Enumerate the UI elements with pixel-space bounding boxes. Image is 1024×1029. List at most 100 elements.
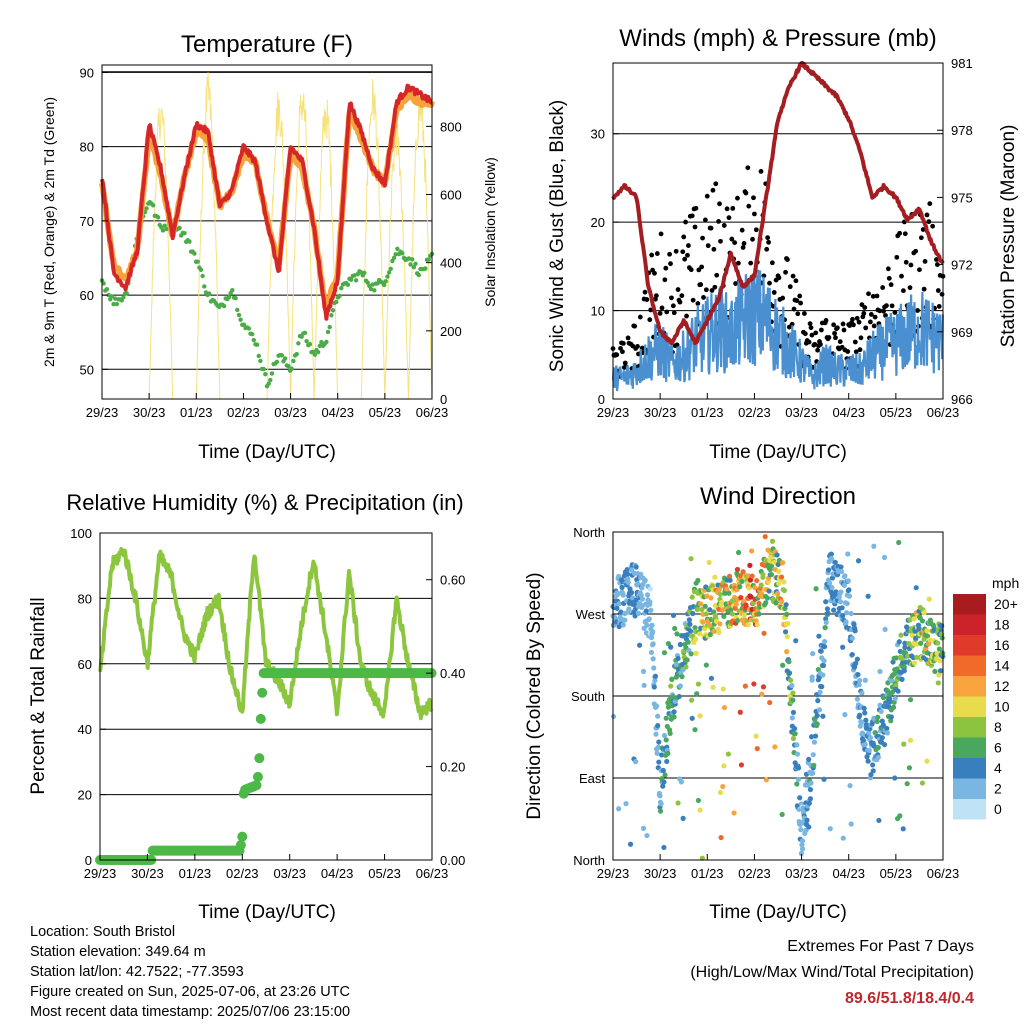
direction-point bbox=[680, 815, 686, 821]
dewpoint-point bbox=[411, 265, 417, 270]
direction-point bbox=[776, 580, 782, 587]
colorbar-label: 8 bbox=[994, 719, 1002, 735]
gust-point bbox=[791, 306, 797, 312]
direction-point bbox=[821, 644, 828, 650]
direction-point bbox=[633, 564, 639, 570]
direction-point bbox=[861, 705, 867, 711]
gust-point bbox=[901, 288, 906, 294]
direction-point bbox=[640, 825, 647, 831]
direction-point bbox=[646, 616, 652, 622]
direction-point bbox=[879, 735, 885, 741]
dewpoint-point bbox=[268, 377, 273, 383]
gust-point bbox=[868, 312, 874, 317]
temperature-plot-frame bbox=[101, 64, 433, 400]
direction-point bbox=[751, 681, 757, 687]
gust-point bbox=[716, 219, 721, 224]
dewpoint-point bbox=[144, 206, 149, 211]
direction-point bbox=[784, 611, 790, 617]
direction-point bbox=[849, 651, 855, 658]
extremes-title: Extremes For Past 7 Days bbox=[787, 938, 974, 955]
direction-point bbox=[859, 690, 865, 696]
y-tick-label: 966 bbox=[951, 392, 973, 407]
dewpoint-point bbox=[296, 341, 301, 346]
direction-point bbox=[687, 628, 694, 634]
dewpoint-point bbox=[256, 353, 261, 359]
direction-point bbox=[734, 617, 741, 624]
gust-point bbox=[648, 307, 654, 313]
direction-point bbox=[868, 771, 874, 778]
direction-point bbox=[633, 759, 639, 765]
direction-point bbox=[700, 619, 706, 625]
gust-point bbox=[637, 314, 643, 320]
gust-point bbox=[632, 323, 638, 329]
humidity-right-ticks: 0.00 0.20 0.40 0.60 bbox=[426, 573, 465, 868]
direction-point bbox=[875, 754, 881, 760]
y-tick-label: 40 bbox=[78, 722, 92, 737]
direction-point bbox=[745, 622, 751, 628]
gust-point bbox=[907, 285, 913, 291]
gust-point bbox=[766, 239, 771, 245]
gust-point bbox=[685, 252, 690, 258]
direction-point bbox=[814, 712, 820, 719]
direction-point bbox=[726, 590, 732, 596]
direction-panel: Wind Direction 29/23 30/23 01/23 02/23 03/23… bbox=[524, 483, 1019, 923]
gust-point bbox=[647, 317, 653, 323]
gust-point bbox=[733, 281, 738, 286]
colorbar-swatch bbox=[953, 676, 986, 697]
gust-point bbox=[818, 327, 824, 333]
direction-point bbox=[926, 596, 932, 602]
direction-point bbox=[924, 758, 930, 764]
direction-point bbox=[717, 621, 723, 627]
direction-point bbox=[737, 584, 743, 590]
direction-point bbox=[795, 776, 802, 782]
direction-point bbox=[657, 808, 664, 814]
direction-point bbox=[620, 592, 626, 598]
direction-point bbox=[862, 677, 868, 683]
direction-point bbox=[789, 682, 795, 689]
direction-point bbox=[629, 589, 635, 596]
direction-point bbox=[660, 767, 666, 774]
gust-point bbox=[863, 325, 869, 331]
winds-right-label: Station Pressure (Maroon) bbox=[998, 125, 1019, 348]
station-info: Location: South Bristol Station elevatio… bbox=[30, 922, 350, 1022]
gust-point bbox=[861, 311, 867, 316]
dewpoint-point bbox=[370, 282, 375, 287]
direction-point bbox=[828, 551, 834, 557]
direction-point bbox=[793, 638, 799, 644]
direction-point bbox=[769, 538, 776, 544]
gust-point bbox=[797, 293, 803, 299]
gust-point bbox=[712, 284, 718, 290]
direction-point bbox=[851, 621, 857, 627]
gust-point bbox=[776, 275, 782, 281]
direction-point bbox=[610, 713, 617, 720]
direction-point bbox=[838, 568, 845, 575]
x-tick-label: 30/23 bbox=[644, 405, 677, 420]
direction-point bbox=[786, 659, 792, 665]
x-tick-label: 06/23 bbox=[416, 405, 449, 420]
direction-point bbox=[695, 681, 702, 687]
direction-point bbox=[856, 682, 862, 688]
direction-point bbox=[921, 636, 927, 642]
direction-point bbox=[884, 725, 890, 732]
colorbar-label: 2 bbox=[994, 781, 1002, 797]
gust-point bbox=[717, 201, 722, 207]
y-tick-label: 200 bbox=[440, 324, 462, 339]
gust-point bbox=[703, 217, 708, 223]
direction-point bbox=[767, 699, 773, 706]
x-tick-label: 01/23 bbox=[180, 405, 213, 420]
pressure-line bbox=[611, 61, 945, 346]
y-tick-label: 80 bbox=[78, 591, 92, 606]
direction-point bbox=[806, 800, 812, 806]
gust-point bbox=[680, 249, 686, 255]
gust-point bbox=[662, 277, 668, 283]
humidity-plot-frame bbox=[99, 532, 433, 861]
gust-point bbox=[769, 260, 775, 266]
direction-point bbox=[635, 610, 642, 616]
dewpoint-point bbox=[207, 291, 212, 296]
dewpoint-point bbox=[241, 322, 247, 327]
winds-plot-frame bbox=[612, 62, 944, 400]
colorbar-swatch bbox=[953, 655, 986, 676]
gust-point bbox=[780, 295, 786, 301]
x-tick-label: 04/23 bbox=[832, 866, 865, 881]
direction-point bbox=[857, 677, 863, 684]
